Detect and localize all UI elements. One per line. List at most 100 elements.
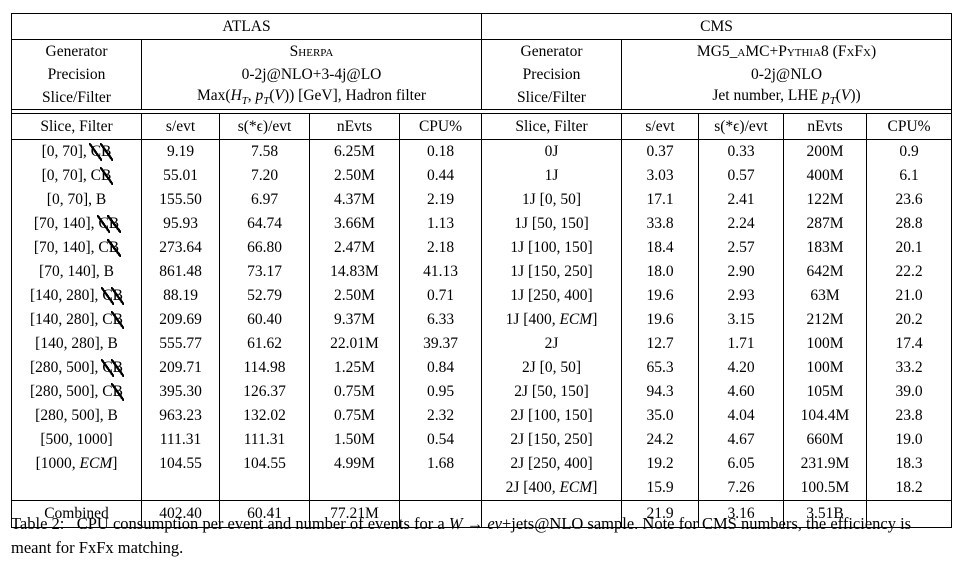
atlas-cell-s-eps-per-evt: 60.40 <box>219 308 310 332</box>
cms-cell-slice-filter: 1J [250, 400] <box>481 284 622 308</box>
cms-cell-s-per-evt: 35.0 <box>621 404 699 428</box>
cms-cell-slice-filter: 1J <box>481 164 622 188</box>
atlas-cell-s-per-evt: 395.30 <box>141 380 220 404</box>
atlas-experiment-label: ATLAS <box>11 13 482 40</box>
double-rule-gap <box>11 109 952 114</box>
cms-cell-slice-filter: 2J [400, ECM] <box>481 476 622 501</box>
cms-cell-cpu-pct: 0.9 <box>865 139 952 164</box>
cms-cell-s-eps-per-evt: 3.15 <box>698 308 784 332</box>
atlas-cell-cpu-pct: 6.33 <box>399 308 482 332</box>
cms-cell-slice-filter: 2J <box>481 332 622 356</box>
cms-cell-s-eps-per-evt: 2.57 <box>698 236 784 260</box>
cms-cell-nevts: 100.5M <box>783 476 867 501</box>
atlas-cell-nevts: 9.37M <box>309 308 400 332</box>
cms-cell-nevts: 100M <box>783 332 867 356</box>
atlas-precision-value: 0-2j@NLO+3-4j@LO <box>241 65 382 83</box>
atlas-combined-cpu <box>399 500 482 528</box>
table-row: [500, 1000] 111.31 111.31 1.50M 0.54 2J [150,… <box>12 428 952 452</box>
atlas-cell-slice-filter: [500, 1000] <box>40 431 113 448</box>
cms-cell-slice-filter: 1J [400, ECM] <box>481 308 622 332</box>
atlas-cell-slice-filter: [70, 140], CB <box>33 239 121 257</box>
cms-cell-s-eps-per-evt: 4.67 <box>698 428 784 452</box>
atlas-combined-nevts: 77.21M <box>309 500 400 528</box>
atlas-cell-s-eps-per-evt: 61.62 <box>219 332 310 356</box>
cms-combined-label <box>481 500 622 528</box>
atlas-col-s-eps-per-evt: s(*ϵ)/evt <box>219 113 310 140</box>
atlas-cell-slice-filter: [1000, ECM] <box>35 455 118 472</box>
cms-slice-filter-label: Slice/Filter <box>481 86 622 110</box>
atlas-cell-nevts: 0.75M <box>309 404 400 428</box>
cms-cell-s-per-evt: 18.4 <box>621 236 699 260</box>
cms-experiment-label: CMS <box>480 13 952 40</box>
atlas-cell-slice-filter: [70, 140], CB <box>33 215 121 233</box>
atlas-cell-s-eps-per-evt: 52.79 <box>219 284 310 308</box>
cms-cell-s-per-evt: 15.9 <box>621 476 699 501</box>
cms-cell-s-eps-per-evt: 0.57 <box>698 164 784 188</box>
cms-cell-slice-filter: 2J [250, 400] <box>481 452 622 476</box>
table-caption: Table 2: CPU consumption per event and n… <box>11 514 912 557</box>
atlas-cell-slice-filter: [280, 500], CB <box>29 383 125 401</box>
table-row: [280, 500], CB 395.30 126.37 0.75M 0.95 2J [5… <box>12 380 952 404</box>
column-header-row: Slice, Filter s/evt s(*ϵ)/evt nEvts CPU%… <box>11 113 952 140</box>
table-row: [0, 70], CB 55.01 7.20 2.50M 0.44 1J 3.03 0.57 4… <box>12 164 952 188</box>
atlas-cell-s-eps-per-evt: 66.80 <box>219 236 310 260</box>
cms-cell-nevts: 183M <box>783 236 867 260</box>
cms-cell-s-per-evt: 3.03 <box>621 164 699 188</box>
atlas-cell-slice-filter: [280, 500], B <box>35 407 118 424</box>
cms-cell-nevts: 122M <box>783 188 867 212</box>
atlas-col-s-per-evt: s/evt <box>141 113 220 140</box>
cms-cell-slice-filter: 0J <box>481 139 622 164</box>
atlas-cell-s-eps-per-evt: 132.02 <box>219 404 310 428</box>
atlas-cell-cpu-pct: 0.71 <box>399 284 482 308</box>
cms-combined-nevts: 3.51B <box>783 500 867 528</box>
cms-cell-nevts: 200M <box>783 139 867 164</box>
cms-col-nevts: nEvts <box>783 113 867 140</box>
cms-cell-s-per-evt: 65.3 <box>621 356 699 380</box>
cms-combined-se: 3.16 <box>698 500 784 528</box>
atlas-generator-label: Generator <box>11 39 142 63</box>
cpu-consumption-table: ATLAS CMS Generator Sherpa Generator MG5… <box>11 13 953 528</box>
atlas-cell-nevts <box>309 476 400 501</box>
atlas-cell-slice-filter: [140, 280], CB <box>29 287 125 305</box>
atlas-cell-nevts: 1.50M <box>309 428 400 452</box>
table-row: [0, 70], CB 9.19 7.58 6.25M 0.18 0J 0.37 0.33 20… <box>12 139 952 164</box>
table-row: [140, 280], CB 209.69 60.40 9.37M 6.33 1J [40… <box>12 308 952 332</box>
cms-cell-nevts: 231.9M <box>783 452 867 476</box>
cms-cell-s-per-evt: 18.0 <box>621 260 699 284</box>
precision-row: Precision 0-2j@NLO+3-4j@LO Precision 0-2… <box>11 63 952 86</box>
atlas-col-cpu-pct: CPU% <box>399 113 482 140</box>
atlas-cell-slice-filter: [140, 280], B <box>35 335 118 352</box>
cms-cell-s-eps-per-evt: 4.20 <box>698 356 784 380</box>
cms-cell-cpu-pct: 23.8 <box>865 404 952 428</box>
atlas-cell-slice-filter: [70, 140], B <box>39 263 114 280</box>
atlas-cell-nevts: 2.50M <box>309 284 400 308</box>
cms-cell-nevts: 212M <box>783 308 867 332</box>
atlas-cell-cpu-pct: 0.54 <box>399 428 482 452</box>
atlas-cell-cpu-pct: 1.13 <box>399 212 482 236</box>
cms-cell-s-eps-per-evt: 2.41 <box>698 188 784 212</box>
atlas-cell-cpu-pct <box>399 476 482 501</box>
atlas-cell-nevts: 2.50M <box>309 164 400 188</box>
atlas-precision-label: Precision <box>11 63 142 86</box>
atlas-cell-s-per-evt: 9.19 <box>141 139 220 164</box>
cms-combined-s: 21.9 <box>621 500 699 528</box>
atlas-cell-cpu-pct: 2.18 <box>399 236 482 260</box>
table-row: [0, 70], B 155.50 6.97 4.37M 2.19 1J [0, 50] 1… <box>12 188 952 212</box>
experiment-header-row: ATLAS CMS <box>11 13 952 40</box>
cms-cell-nevts: 400M <box>783 164 867 188</box>
atlas-combined-label: Combined <box>11 500 142 528</box>
cms-col-slice-filter: Slice, Filter <box>481 113 622 140</box>
cms-cell-s-per-evt: 19.6 <box>621 308 699 332</box>
table-row: [280, 500], B 963.23 132.02 0.75M 2.32 2J [10… <box>12 404 952 428</box>
atlas-cell-s-per-evt: 209.71 <box>141 356 220 380</box>
atlas-cell-cpu-pct: 0.18 <box>399 139 482 164</box>
atlas-cell-s-per-evt: 963.23 <box>141 404 220 428</box>
cms-cell-s-per-evt: 24.2 <box>621 428 699 452</box>
atlas-cell-s-per-evt: 209.69 <box>141 308 220 332</box>
atlas-slice-filter-label: Slice/Filter <box>11 86 142 110</box>
atlas-cell-s-eps-per-evt: 64.74 <box>219 212 310 236</box>
table-row: [70, 140], CB 273.64 66.80 2.47M 2.18 1J [100… <box>12 236 952 260</box>
cms-cell-s-eps-per-evt: 2.93 <box>698 284 784 308</box>
atlas-cell-nevts: 6.25M <box>309 139 400 164</box>
cms-cell-cpu-pct: 18.2 <box>865 476 952 501</box>
